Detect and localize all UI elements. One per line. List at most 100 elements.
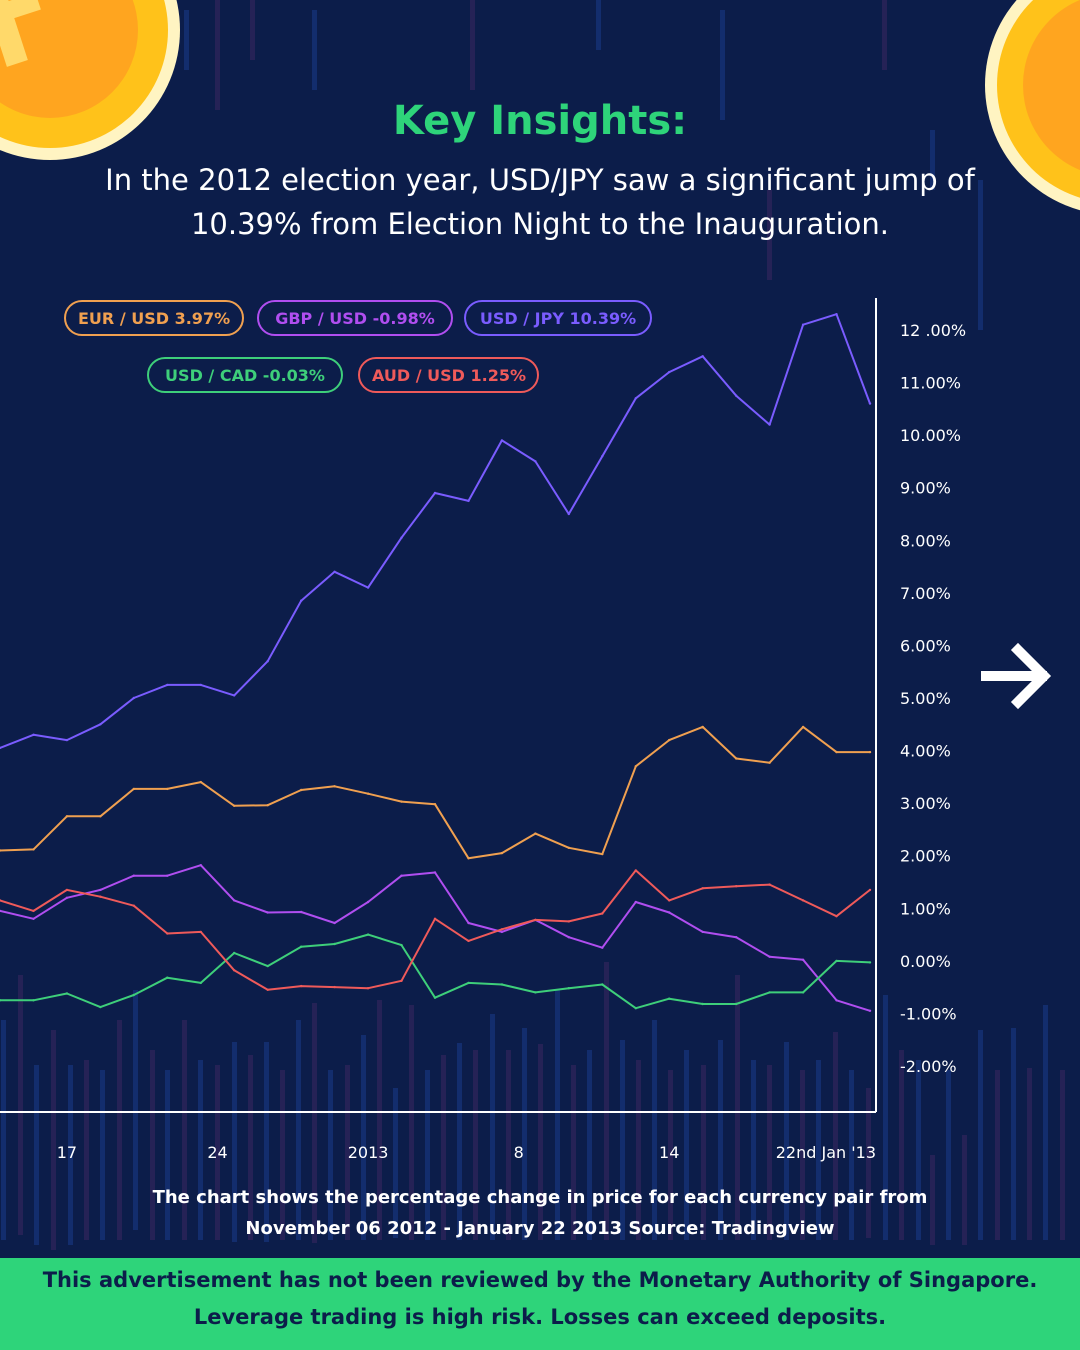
background-bar	[425, 1070, 430, 1240]
background-bar	[198, 1060, 203, 1240]
data-point	[366, 987, 370, 990]
data-point	[65, 738, 69, 742]
y-tick-label: 9.00%	[900, 479, 951, 498]
background-bar	[184, 10, 189, 70]
background-bar	[978, 180, 983, 330]
data-point	[0, 909, 2, 913]
background-bar	[684, 1050, 689, 1240]
background-bar	[1043, 1005, 1048, 1240]
y-tick-label: 2.00%	[900, 847, 951, 866]
y-tick-label: 8.00%	[900, 531, 951, 550]
y-tick-label: 6.00%	[900, 636, 951, 655]
data-point	[233, 899, 236, 902]
arrow-right-icon[interactable]	[980, 640, 1052, 712]
data-point	[668, 997, 671, 1000]
data-point	[132, 874, 135, 877]
data-point	[868, 888, 872, 892]
data-point	[166, 787, 169, 791]
data-point	[433, 491, 437, 495]
background-bar	[117, 1020, 122, 1240]
series-line-eur-usd	[0, 725, 870, 860]
background-bar	[264, 1042, 269, 1242]
background-bar	[522, 1028, 527, 1240]
data-point	[467, 857, 470, 860]
data-point	[868, 1009, 872, 1012]
data-point	[467, 981, 470, 985]
background-bar	[470, 0, 475, 90]
data-point	[400, 979, 403, 982]
data-point	[300, 599, 303, 602]
data-point	[601, 946, 604, 949]
data-point	[99, 895, 102, 898]
data-point	[835, 313, 838, 316]
data-point	[366, 586, 370, 589]
disclaimer-text: This advertisement has not been reviewed…	[0, 1262, 1080, 1336]
data-point	[32, 999, 35, 1002]
data-point	[534, 918, 537, 922]
x-tick-label: 22nd Jan '13	[776, 1143, 876, 1162]
data-point	[634, 765, 637, 768]
background-bar	[930, 1155, 935, 1245]
data-point	[433, 996, 437, 999]
y-tick-labels: 12 .00% 11.00% 10.00% 9.00% 8.00% 7.00% 6.00% 5…	[900, 321, 966, 1076]
data-point	[768, 423, 771, 426]
background-bar	[328, 1070, 333, 1240]
data-point	[768, 883, 771, 886]
background-bar	[604, 962, 609, 1240]
data-point	[701, 887, 704, 890]
data-point	[333, 785, 336, 788]
background-bar	[816, 1060, 821, 1240]
background-bar	[84, 1060, 89, 1240]
data-point	[99, 888, 102, 892]
data-point	[567, 512, 570, 516]
data-point	[735, 1002, 738, 1006]
data-point	[801, 958, 805, 961]
caption-line-2: November 06 2012 - January 22 2013 Sourc…	[245, 1218, 835, 1239]
data-point	[65, 992, 69, 995]
data-point	[835, 750, 838, 754]
data-point	[132, 993, 135, 997]
data-point	[534, 832, 537, 835]
data-point	[500, 439, 504, 442]
line-chart: 12 .00% 11.00% 10.00% 9.00% 8.00% 7.00% 6.00% 5…	[0, 298, 966, 1162]
disclaimer-line-2: Leverage trading is high risk. Losses ca…	[193, 1305, 887, 1329]
data-point	[868, 402, 872, 405]
background-bar	[946, 1070, 951, 1240]
background-bar	[165, 1070, 170, 1240]
data-point	[500, 928, 504, 931]
data-point	[801, 323, 805, 326]
data-point	[65, 815, 69, 818]
background-bar	[312, 10, 317, 90]
data-point	[199, 683, 202, 687]
data-point	[99, 723, 102, 726]
background-bar	[652, 1020, 657, 1240]
data-point	[400, 874, 403, 877]
background-bar	[248, 1055, 253, 1240]
background-bar	[377, 1000, 382, 1240]
subtitle-line-2: 10.39% from Election Night to the Inaugu…	[190, 207, 890, 241]
background-bar	[345, 1065, 350, 1240]
data-point	[467, 921, 470, 925]
data-point	[333, 921, 336, 925]
background-bar	[978, 1030, 983, 1240]
data-point	[668, 738, 671, 742]
data-point	[433, 803, 437, 806]
data-point	[132, 904, 135, 907]
data-point	[65, 888, 69, 892]
background-bar	[767, 1065, 772, 1240]
data-point	[300, 788, 303, 792]
background-bar	[800, 1070, 805, 1240]
data-point	[668, 911, 671, 914]
data-point	[735, 936, 738, 939]
background-bar	[767, 190, 772, 280]
data-point	[266, 660, 269, 663]
background-bar	[409, 1005, 414, 1240]
data-point	[567, 987, 570, 990]
background-bar	[735, 975, 740, 1240]
data-point	[266, 911, 269, 914]
data-point	[868, 750, 872, 754]
data-point	[768, 761, 771, 764]
x-tick-label: 8	[514, 1143, 524, 1162]
